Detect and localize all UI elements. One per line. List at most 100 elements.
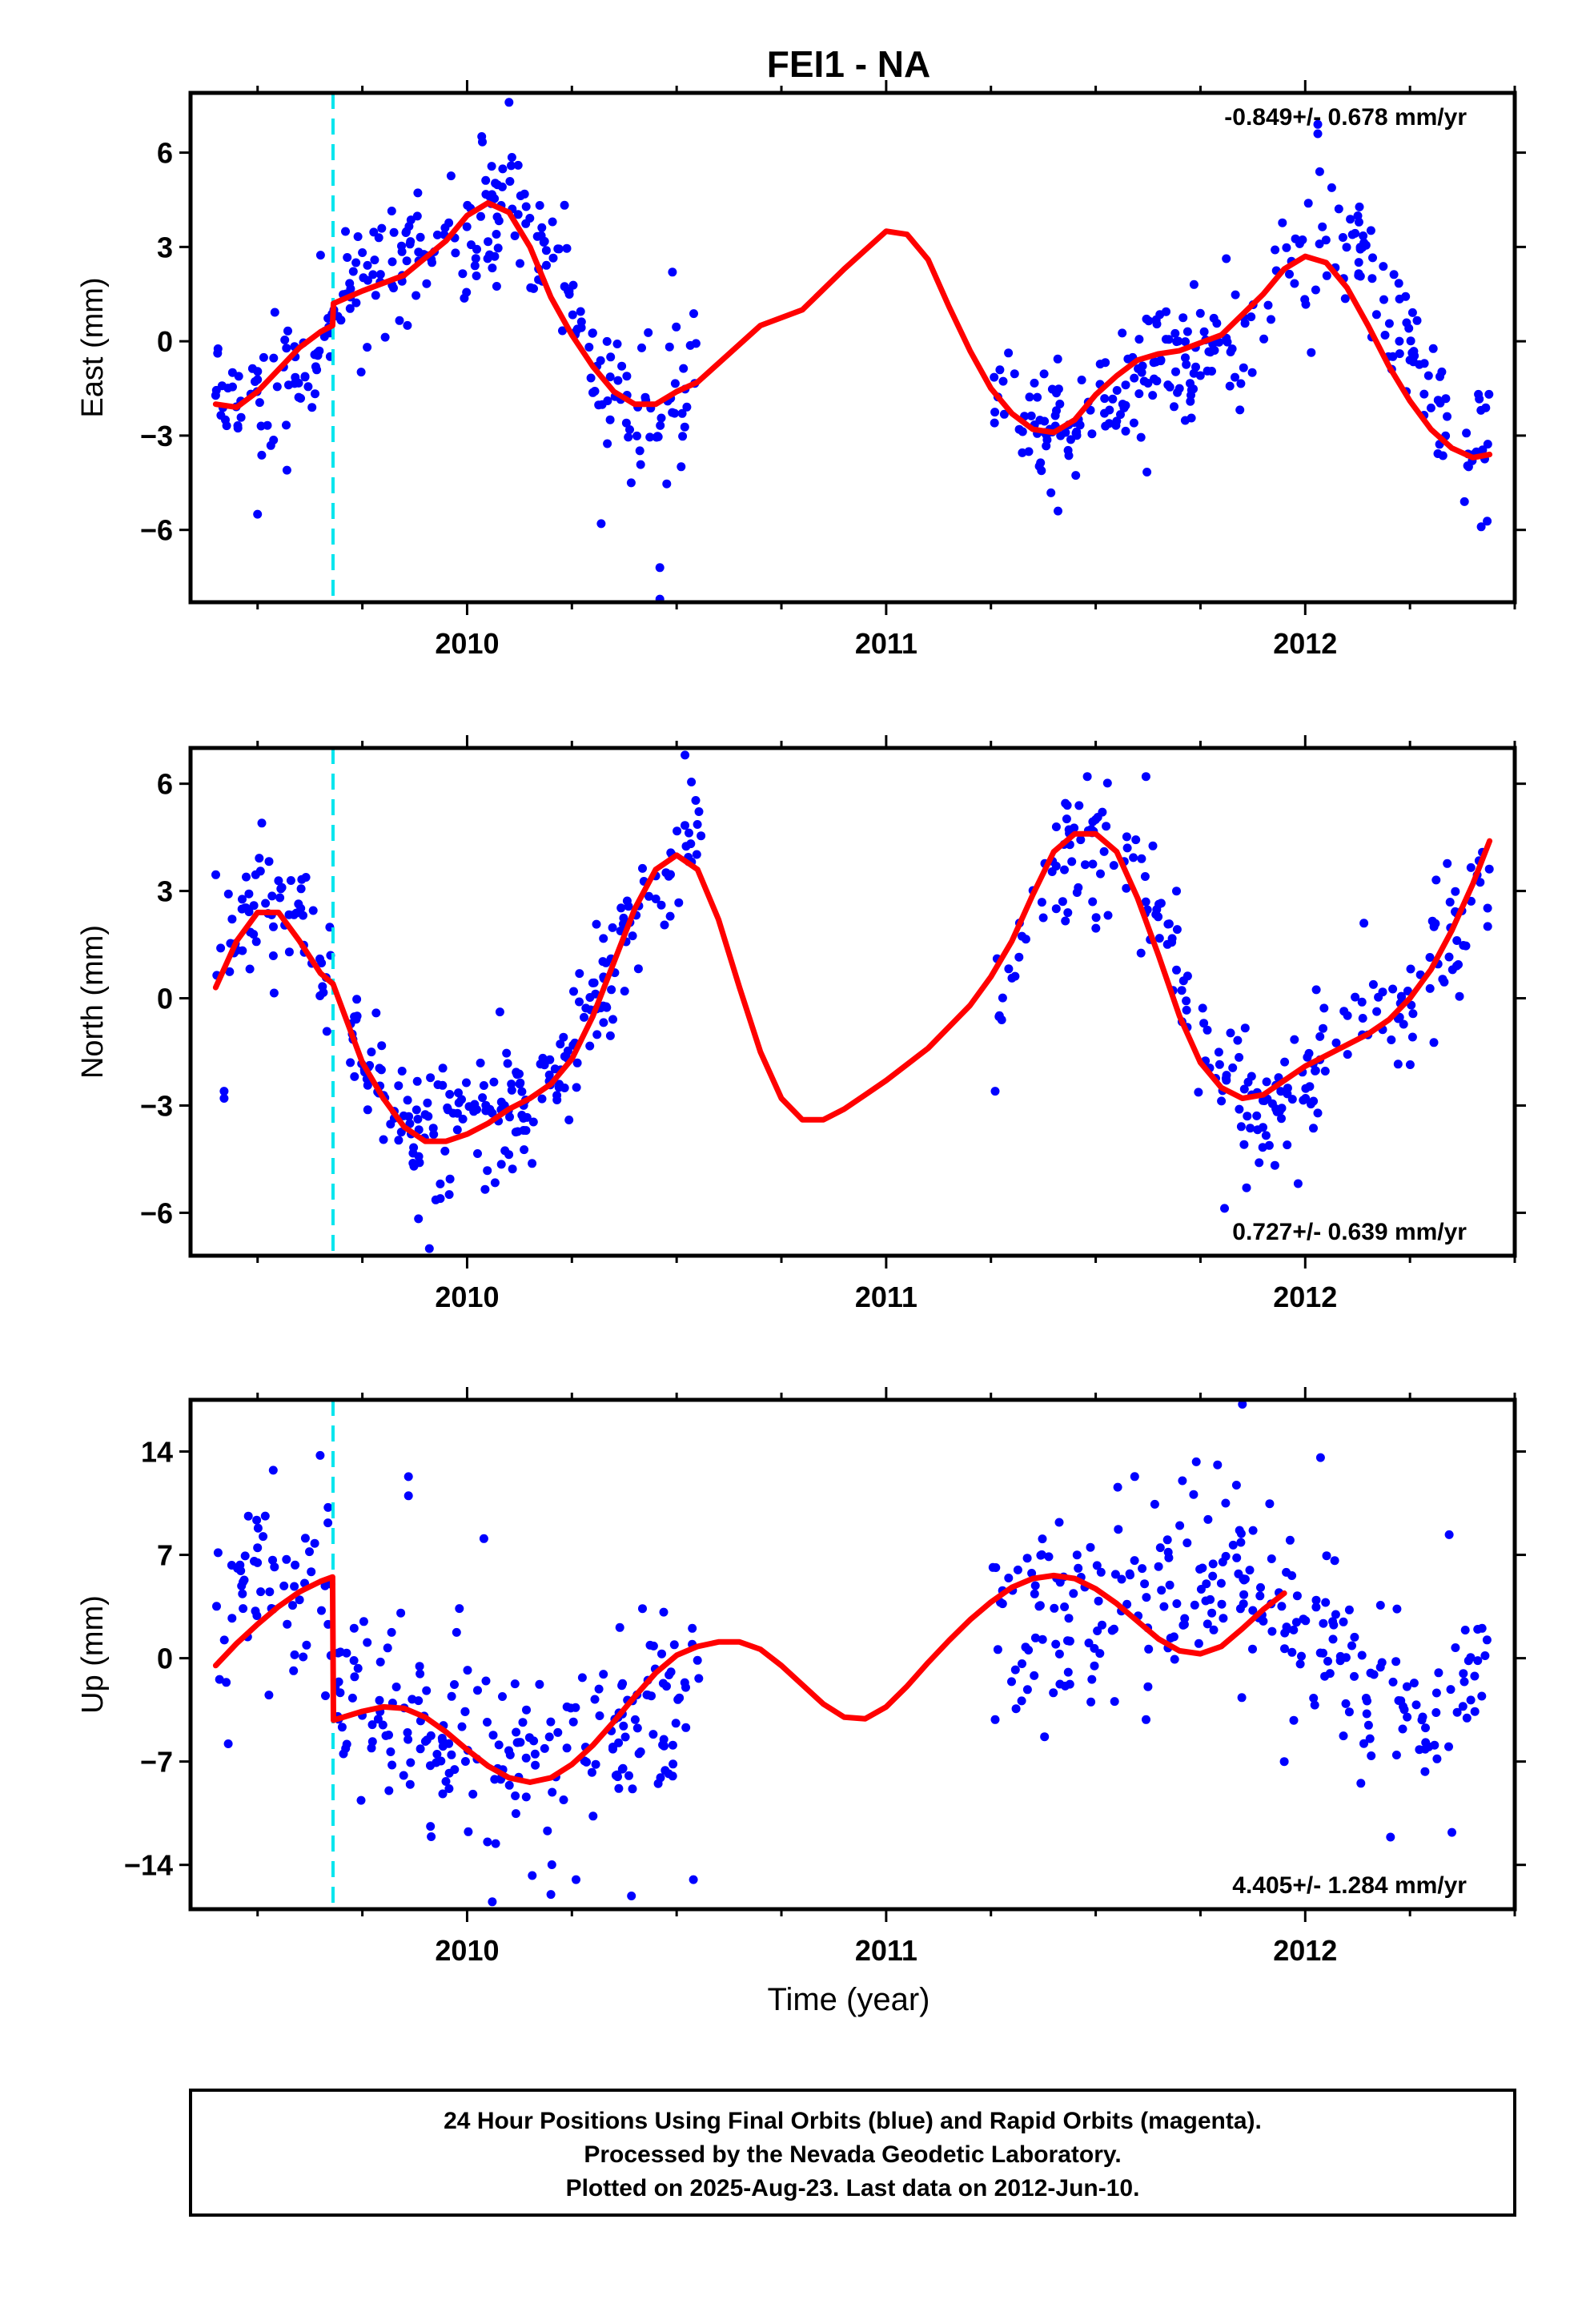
- data-point: [270, 1562, 279, 1572]
- data-point: [1010, 1665, 1020, 1675]
- data-point: [283, 1619, 292, 1629]
- data-point: [488, 263, 497, 273]
- y-tick-label: 3: [157, 875, 173, 908]
- data-point: [1309, 1694, 1319, 1703]
- data-point: [237, 1581, 247, 1590]
- data-point: [669, 1640, 679, 1650]
- x-tick-label: 2011: [855, 1934, 917, 1967]
- data-point: [1276, 1087, 1286, 1096]
- data-point: [1342, 243, 1351, 252]
- data-point: [504, 1780, 514, 1790]
- data-point: [1334, 204, 1343, 214]
- data-point: [374, 233, 383, 243]
- data-point: [387, 1627, 396, 1637]
- data-point: [1431, 875, 1441, 885]
- data-point: [349, 1656, 359, 1665]
- data-point: [1182, 1538, 1192, 1548]
- data-point: [318, 982, 327, 991]
- data-point: [346, 1058, 355, 1068]
- data-point: [548, 217, 557, 227]
- data-point: [1084, 1638, 1094, 1648]
- data-point: [543, 1826, 552, 1835]
- data-point: [1142, 1593, 1151, 1602]
- data-point: [242, 872, 251, 882]
- data-point: [1062, 814, 1071, 824]
- data-point: [1375, 1601, 1385, 1610]
- data-point: [1283, 1084, 1292, 1093]
- data-point: [588, 388, 597, 397]
- data-point: [1297, 1651, 1306, 1661]
- data-point: [1140, 872, 1150, 881]
- data-point: [1395, 349, 1404, 359]
- data-point: [1113, 1482, 1122, 1492]
- data-point: [1231, 1481, 1241, 1490]
- data-point: [1363, 1696, 1371, 1706]
- data-point: [1172, 887, 1181, 896]
- y-tick-label: −3: [140, 420, 173, 452]
- data-point: [1086, 1697, 1096, 1707]
- data-point: [606, 352, 616, 362]
- plot-area: [211, 93, 1494, 602]
- data-point: [483, 1166, 492, 1176]
- data-point: [1290, 279, 1299, 288]
- data-point: [253, 509, 263, 519]
- data-point: [436, 1194, 445, 1204]
- data-point: [377, 1041, 387, 1051]
- data-point: [648, 1730, 658, 1739]
- data-point: [1367, 274, 1377, 283]
- data-point: [343, 253, 352, 262]
- data-point: [1293, 1179, 1303, 1188]
- data-point: [1011, 1704, 1021, 1714]
- data-point: [267, 891, 277, 901]
- data-point: [1063, 1636, 1072, 1646]
- data-point: [1203, 1619, 1212, 1629]
- data-point: [416, 232, 425, 242]
- data-point: [1240, 1023, 1250, 1033]
- data-point: [1098, 1620, 1106, 1630]
- data-point: [1143, 379, 1153, 388]
- data-point: [1063, 908, 1073, 918]
- data-point: [1107, 1626, 1117, 1635]
- data-point: [1407, 1032, 1417, 1042]
- plot-frame: [188, 1397, 1517, 1912]
- data-point: [240, 1551, 250, 1561]
- data-point: [1164, 335, 1174, 344]
- data-point: [452, 1125, 462, 1135]
- data-point: [1283, 1140, 1292, 1150]
- data-point: [349, 1623, 359, 1633]
- data-point: [653, 432, 663, 441]
- data-point: [394, 1081, 404, 1091]
- data-point: [1207, 1608, 1217, 1618]
- data-point: [1462, 1713, 1472, 1723]
- data-point: [219, 1094, 229, 1103]
- data-point: [1391, 1657, 1401, 1667]
- data-point: [562, 243, 572, 253]
- data-point: [422, 1686, 432, 1695]
- data-point: [612, 340, 622, 348]
- data-point: [998, 376, 1008, 386]
- data-point: [1170, 328, 1180, 338]
- data-point: [1035, 1601, 1045, 1610]
- data-point: [498, 1692, 507, 1701]
- data-point: [1255, 1158, 1264, 1168]
- data-point: [1484, 864, 1494, 874]
- data-point: [429, 1130, 439, 1139]
- data-point: [1142, 468, 1152, 476]
- data-point: [1218, 1558, 1227, 1566]
- data-point: [568, 1717, 578, 1727]
- data-point: [1359, 231, 1368, 240]
- data-point: [276, 884, 286, 894]
- data-point: [1033, 392, 1042, 402]
- data-point: [1022, 1554, 1032, 1563]
- data-point: [1459, 1669, 1468, 1679]
- data-point: [479, 1534, 488, 1543]
- data-point: [488, 1897, 497, 1907]
- data-point: [1477, 1691, 1487, 1701]
- data-point: [1419, 389, 1429, 399]
- data-point: [352, 995, 362, 1004]
- data-point: [264, 1691, 274, 1700]
- data-point: [490, 251, 500, 261]
- data-point: [990, 1087, 1000, 1096]
- data-point: [1122, 883, 1131, 893]
- data-point: [1354, 258, 1363, 267]
